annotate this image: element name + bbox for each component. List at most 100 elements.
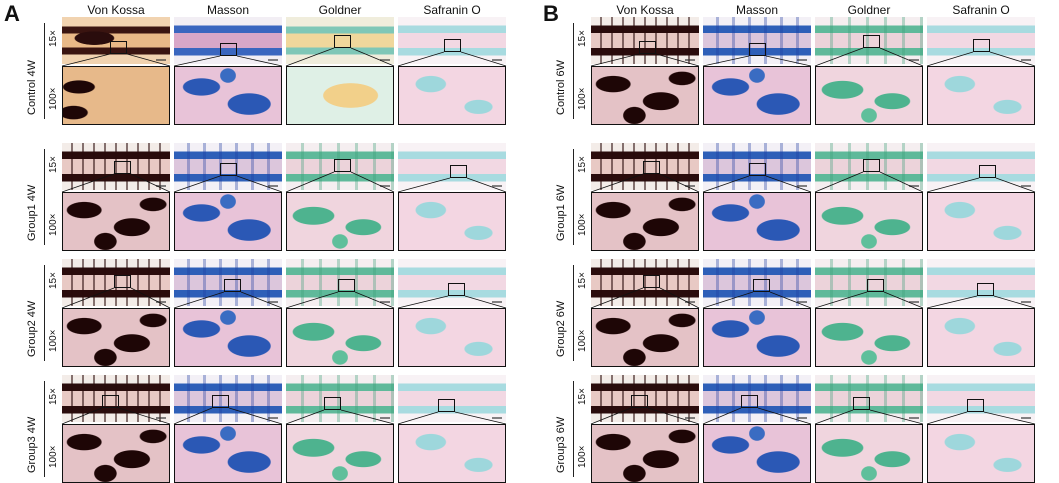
scale-bar bbox=[380, 185, 390, 187]
zoom-region-box bbox=[334, 159, 351, 172]
micrograph-100x bbox=[174, 192, 282, 251]
scale-bar bbox=[156, 301, 166, 303]
magnification-high-label: 100× bbox=[48, 87, 59, 110]
zoom-region-box bbox=[220, 43, 237, 56]
zoom-region-box bbox=[863, 159, 880, 172]
panel-label: B bbox=[543, 1, 559, 26]
zoom-region-box bbox=[753, 279, 770, 292]
column-header: Von Kossa bbox=[616, 3, 674, 17]
micrograph-100x bbox=[703, 424, 811, 483]
magnification-low-label: 15× bbox=[48, 388, 59, 405]
micrograph-100x bbox=[62, 66, 170, 125]
column-header: Safranin O bbox=[952, 3, 1010, 17]
micrograph-100x bbox=[174, 308, 282, 367]
scale-bar bbox=[797, 301, 807, 303]
scale-bar bbox=[1021, 185, 1031, 187]
group-bracket bbox=[573, 23, 574, 119]
zoom-region-box bbox=[863, 35, 880, 48]
zoom-region-box bbox=[979, 165, 996, 178]
group-label: Control 4W bbox=[26, 59, 38, 115]
magnification-high-label: 100× bbox=[577, 329, 588, 352]
micrograph-100x bbox=[398, 308, 506, 367]
magnification-low-label: 15× bbox=[48, 30, 59, 47]
group-bracket bbox=[44, 265, 45, 361]
scale-bar bbox=[492, 301, 502, 303]
micrograph-100x bbox=[927, 192, 1035, 251]
zoom-region-box bbox=[967, 399, 984, 412]
zoom-region-box bbox=[224, 279, 241, 292]
group-bracket bbox=[573, 381, 574, 477]
magnification-high-label: 100× bbox=[48, 445, 59, 468]
column-header: Masson bbox=[735, 3, 779, 17]
panel-label: A bbox=[4, 1, 20, 26]
magnification-high-label: 100× bbox=[48, 329, 59, 352]
panel-b: B Von Kossa Masson Goldner Safranin O Control… bbox=[529, 0, 1059, 483]
zoom-region-box bbox=[212, 395, 229, 408]
zoom-region-box bbox=[853, 397, 870, 410]
magnification-low-label: 15× bbox=[577, 156, 588, 173]
zoom-region-box bbox=[338, 279, 355, 292]
scale-bar bbox=[268, 59, 278, 61]
micrograph-100x bbox=[62, 424, 170, 483]
zoom-region-box bbox=[334, 35, 351, 48]
group-bracket bbox=[44, 23, 45, 119]
scale-bar bbox=[909, 185, 919, 187]
zoom-region-box bbox=[749, 163, 766, 176]
micrograph-100x bbox=[286, 308, 394, 367]
micrograph-100x bbox=[703, 66, 811, 125]
magnification-low-label: 15× bbox=[48, 272, 59, 289]
zoom-region-box bbox=[643, 275, 660, 288]
micrograph-100x bbox=[815, 308, 923, 367]
magnification-high-label: 100× bbox=[577, 213, 588, 236]
scale-bar bbox=[268, 417, 278, 419]
zoom-region-box bbox=[114, 275, 131, 288]
scale-bar bbox=[1021, 59, 1031, 61]
zoom-region-box bbox=[444, 39, 461, 52]
micrograph-15x bbox=[174, 17, 282, 64]
scale-bar bbox=[268, 301, 278, 303]
magnification-low-label: 15× bbox=[577, 30, 588, 47]
micrograph-100x bbox=[815, 66, 923, 125]
zoom-region-box bbox=[448, 283, 465, 296]
micrograph-100x bbox=[398, 192, 506, 251]
column-header: Von Kossa bbox=[87, 3, 145, 17]
zoom-region-box bbox=[977, 283, 994, 296]
micrograph-100x bbox=[174, 66, 282, 125]
zoom-region-box bbox=[220, 163, 237, 176]
scale-bar bbox=[685, 417, 695, 419]
scale-bar bbox=[492, 417, 502, 419]
scale-bar bbox=[797, 417, 807, 419]
magnification-low-label: 15× bbox=[577, 388, 588, 405]
zoom-region-box bbox=[643, 161, 660, 174]
micrograph-100x bbox=[62, 308, 170, 367]
column-header: Goldner bbox=[318, 3, 362, 17]
zoom-region-box bbox=[973, 39, 990, 52]
scale-bar bbox=[380, 59, 390, 61]
scale-bar bbox=[156, 417, 166, 419]
zoom-region-box bbox=[741, 395, 758, 408]
scale-bar bbox=[685, 185, 695, 187]
group-label: Group1 6W bbox=[555, 184, 567, 241]
group-bracket bbox=[44, 149, 45, 245]
zoom-region-box bbox=[450, 165, 467, 178]
micrograph-100x bbox=[286, 192, 394, 251]
micrograph-100x bbox=[398, 66, 506, 125]
scale-bar bbox=[685, 59, 695, 61]
zoom-region-box bbox=[324, 397, 341, 410]
micrograph-100x bbox=[703, 308, 811, 367]
group-label: Group2 4W bbox=[26, 300, 38, 357]
scale-bar bbox=[797, 59, 807, 61]
micrograph-15x bbox=[703, 17, 811, 64]
micrograph-100x bbox=[591, 66, 699, 125]
micrograph-100x bbox=[927, 308, 1035, 367]
micrograph-100x bbox=[62, 192, 170, 251]
column-header: Masson bbox=[206, 3, 250, 17]
group-label: Group3 6W bbox=[555, 416, 567, 473]
micrograph-100x bbox=[591, 308, 699, 367]
scale-bar bbox=[1021, 417, 1031, 419]
column-header: Safranin O bbox=[423, 3, 481, 17]
micrograph-100x bbox=[815, 424, 923, 483]
group-bracket bbox=[573, 149, 574, 245]
micrograph-100x bbox=[591, 192, 699, 251]
zoom-region-box bbox=[631, 395, 648, 408]
